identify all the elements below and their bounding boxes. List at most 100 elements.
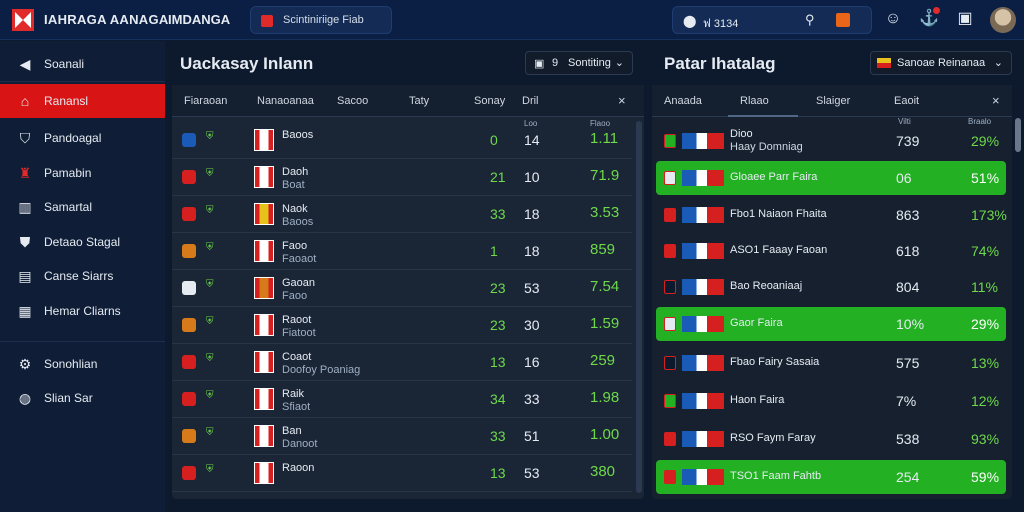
tab-slaiger[interactable]: Slaiger (816, 95, 851, 107)
crest-icon (254, 388, 274, 410)
sort-dropdown[interactable]: ▣ 9 Sontiting ⌄ (525, 51, 633, 75)
sidebar-item-label: Pamabin (44, 166, 92, 180)
sidebar-item-grid[interactable]: ▦ Hemar Cliarns (0, 294, 165, 328)
stat-b: 30 (524, 317, 540, 333)
stat-b: 33 (524, 391, 540, 407)
chat-icon[interactable]: ▣ (957, 10, 973, 27)
channel-selector[interactable]: Scintiniriige Fiab (250, 6, 392, 34)
sidebar-item-settings[interactable]: ⚙ Sonohlian (0, 347, 165, 381)
sidebar-item-chart[interactable]: ▥ Samartal (0, 190, 165, 224)
tab-rlaao[interactable]: Rlaao (740, 95, 769, 107)
scrollbar[interactable] (636, 121, 642, 493)
anchor-icon[interactable]: ⚓ (919, 10, 939, 27)
tab-eaoit[interactable]: Eaoit (894, 95, 920, 107)
ranking-row[interactable]: TSO1 Faam Fahtb 254 59% (656, 460, 1006, 494)
table-row[interactable]: ⛨ Raik Sfiaot 34 33 1.98 (172, 380, 632, 418)
region-dropdown[interactable]: Sanoae Reinanaa ⌄ (870, 51, 1012, 75)
team-name: Gaor Faira (730, 317, 783, 329)
search-input[interactable]: ⬤ ฟ 3134 ⚲ (672, 6, 872, 34)
table-row[interactable]: ⛨ Naok Baoos 33 18 3.53 (172, 195, 632, 233)
team-flag-icon (682, 243, 724, 259)
scrollbar[interactable] (1015, 118, 1021, 152)
stat-a: 0 (490, 132, 498, 148)
logo-icon[interactable] (12, 9, 34, 31)
rank-icon (664, 171, 676, 185)
stat-value: 575 (896, 355, 920, 371)
emoji-icon[interactable]: ☺ (884, 10, 902, 27)
stat-b: 53 (524, 280, 540, 296)
close-icon[interactable]: × (618, 93, 626, 108)
ranking-row[interactable]: Haon Faira 7% 12% (656, 384, 1006, 418)
globe-icon: ◍ (18, 390, 32, 406)
column-header[interactable]: Dril (522, 95, 539, 107)
sidebar-item-back[interactable]: ◀ Soanali (0, 47, 165, 81)
stat-value: 538 (896, 431, 920, 447)
rank-icon (664, 208, 676, 222)
chevron-down-icon: ⌄ (614, 57, 624, 69)
team-name: Raoot (282, 314, 312, 326)
sort-label: Sontiting (568, 57, 611, 69)
stat-b: 51 (524, 428, 540, 444)
sidebar-item-list[interactable]: ▤ Canse Siarrs (0, 259, 165, 293)
table-row[interactable]: ⛨ Raoot Fiatoot 23 30 1.59 (172, 306, 632, 344)
column-header[interactable]: Sonay (474, 95, 506, 107)
team-name: Raik (282, 388, 305, 400)
team-name: Fbao Fairy Sasaia (730, 356, 820, 368)
table-row[interactable]: ⛨ Daoh Boat 21 10 71.9 (172, 158, 632, 196)
table-row[interactable]: ⛨ Gaoan Faoo 23 53 7.54 (172, 269, 632, 307)
team-sub: Baoos (282, 216, 314, 228)
ranking-row[interactable]: Dioo Haay Domniag 739 29% (656, 124, 1006, 158)
ranking-row[interactable]: Gloaee Parr Faira 06 51% (656, 161, 1006, 195)
stat-percent: 12% (971, 393, 1000, 409)
table-row[interactable]: ⛨ Baoos 0 14 1.11 (172, 121, 632, 159)
stat-c: 1.11 (590, 130, 619, 147)
stat-b: 18 (524, 243, 540, 259)
sidebar-item-shield[interactable]: ⛉ Pandoagal (0, 121, 165, 155)
sidebar-item-figure[interactable]: ♜ Pamabin (0, 156, 165, 190)
stat-percent: 51% (971, 170, 1000, 186)
ranking-row[interactable]: RSO Faym Faray 538 93% (656, 422, 1006, 456)
close-icon[interactable]: × (992, 93, 1000, 108)
team-name: Dioo (730, 128, 753, 140)
filter-icon[interactable] (836, 13, 850, 27)
team-name: Ban (282, 425, 302, 437)
sidebar-item-globe[interactable]: ◍ Slian Sar (0, 381, 165, 415)
left-panel-title: Uackasay Inlann (180, 54, 314, 73)
sidebar-item-badge[interactable]: ⛊ Detaao Stagal (0, 225, 165, 259)
column-header[interactable]: Fiaraoan (184, 95, 228, 107)
settings-icon: ⚙ (18, 356, 32, 372)
region-label: Sanoae Reinanaa (897, 57, 986, 69)
avatar[interactable] (990, 7, 1016, 33)
column-header[interactable]: Sacoo (337, 95, 369, 107)
team-sub: Doofoy Poaniag (282, 364, 361, 376)
ranking-row[interactable]: Gaor Faira 10% 29% (656, 307, 1006, 341)
column-header[interactable]: Taty (409, 95, 430, 107)
team-name: Coaot (282, 351, 312, 363)
ranking-row[interactable]: Bao Reoaniaaj 804 11% (656, 270, 1006, 304)
top-bar: IAHRAGA AANAGA IMDANGA Scintiniriige Fia… (0, 0, 1024, 40)
tab-anaada[interactable]: Anaada (664, 95, 702, 107)
rank-icon (664, 356, 676, 370)
team-flag-icon (682, 316, 724, 332)
team-flag-icon (682, 133, 724, 149)
table-row[interactable]: ⛨ Coaot Doofoy Poaniag 13 16 259 (172, 343, 632, 381)
team-mark-icon: ⛨ (206, 242, 214, 253)
chevron-down-icon: ⌄ (993, 57, 1003, 69)
stat-b: 10 (524, 169, 540, 185)
ranking-row[interactable]: ASO1 Faaay Faoan 618 74% (656, 234, 1006, 268)
sidebar-item-home[interactable]: ⌂ Ranansl (0, 84, 165, 118)
table-row[interactable]: ⛨ Raoon 13 53 380 (172, 454, 632, 492)
sidebar-item-label: Canse Siarrs (44, 269, 114, 283)
search-icon[interactable]: ⚲ (805, 12, 815, 27)
ranking-row[interactable]: Fbao Fairy Sasaia 575 13% (656, 346, 1006, 380)
table-row[interactable]: ⛨ Faoo Faoaot 1 18 859 (172, 232, 632, 270)
notification-badge (933, 7, 940, 14)
team-name: TSO1 Faam Fahtb (730, 470, 822, 482)
ranking-row[interactable]: Fbo1 Naiaon Fhaita 863 173% (656, 198, 1007, 232)
column-header[interactable]: Nanaoanaa (257, 95, 314, 107)
table-row[interactable]: ⛨ Ban Danoot 33 51 1.00 (172, 417, 632, 455)
rank-icon (664, 244, 676, 258)
team-name: Bao Reoaniaaj (730, 280, 803, 292)
stat-a: 23 (490, 317, 506, 333)
rank-icon (664, 280, 676, 294)
